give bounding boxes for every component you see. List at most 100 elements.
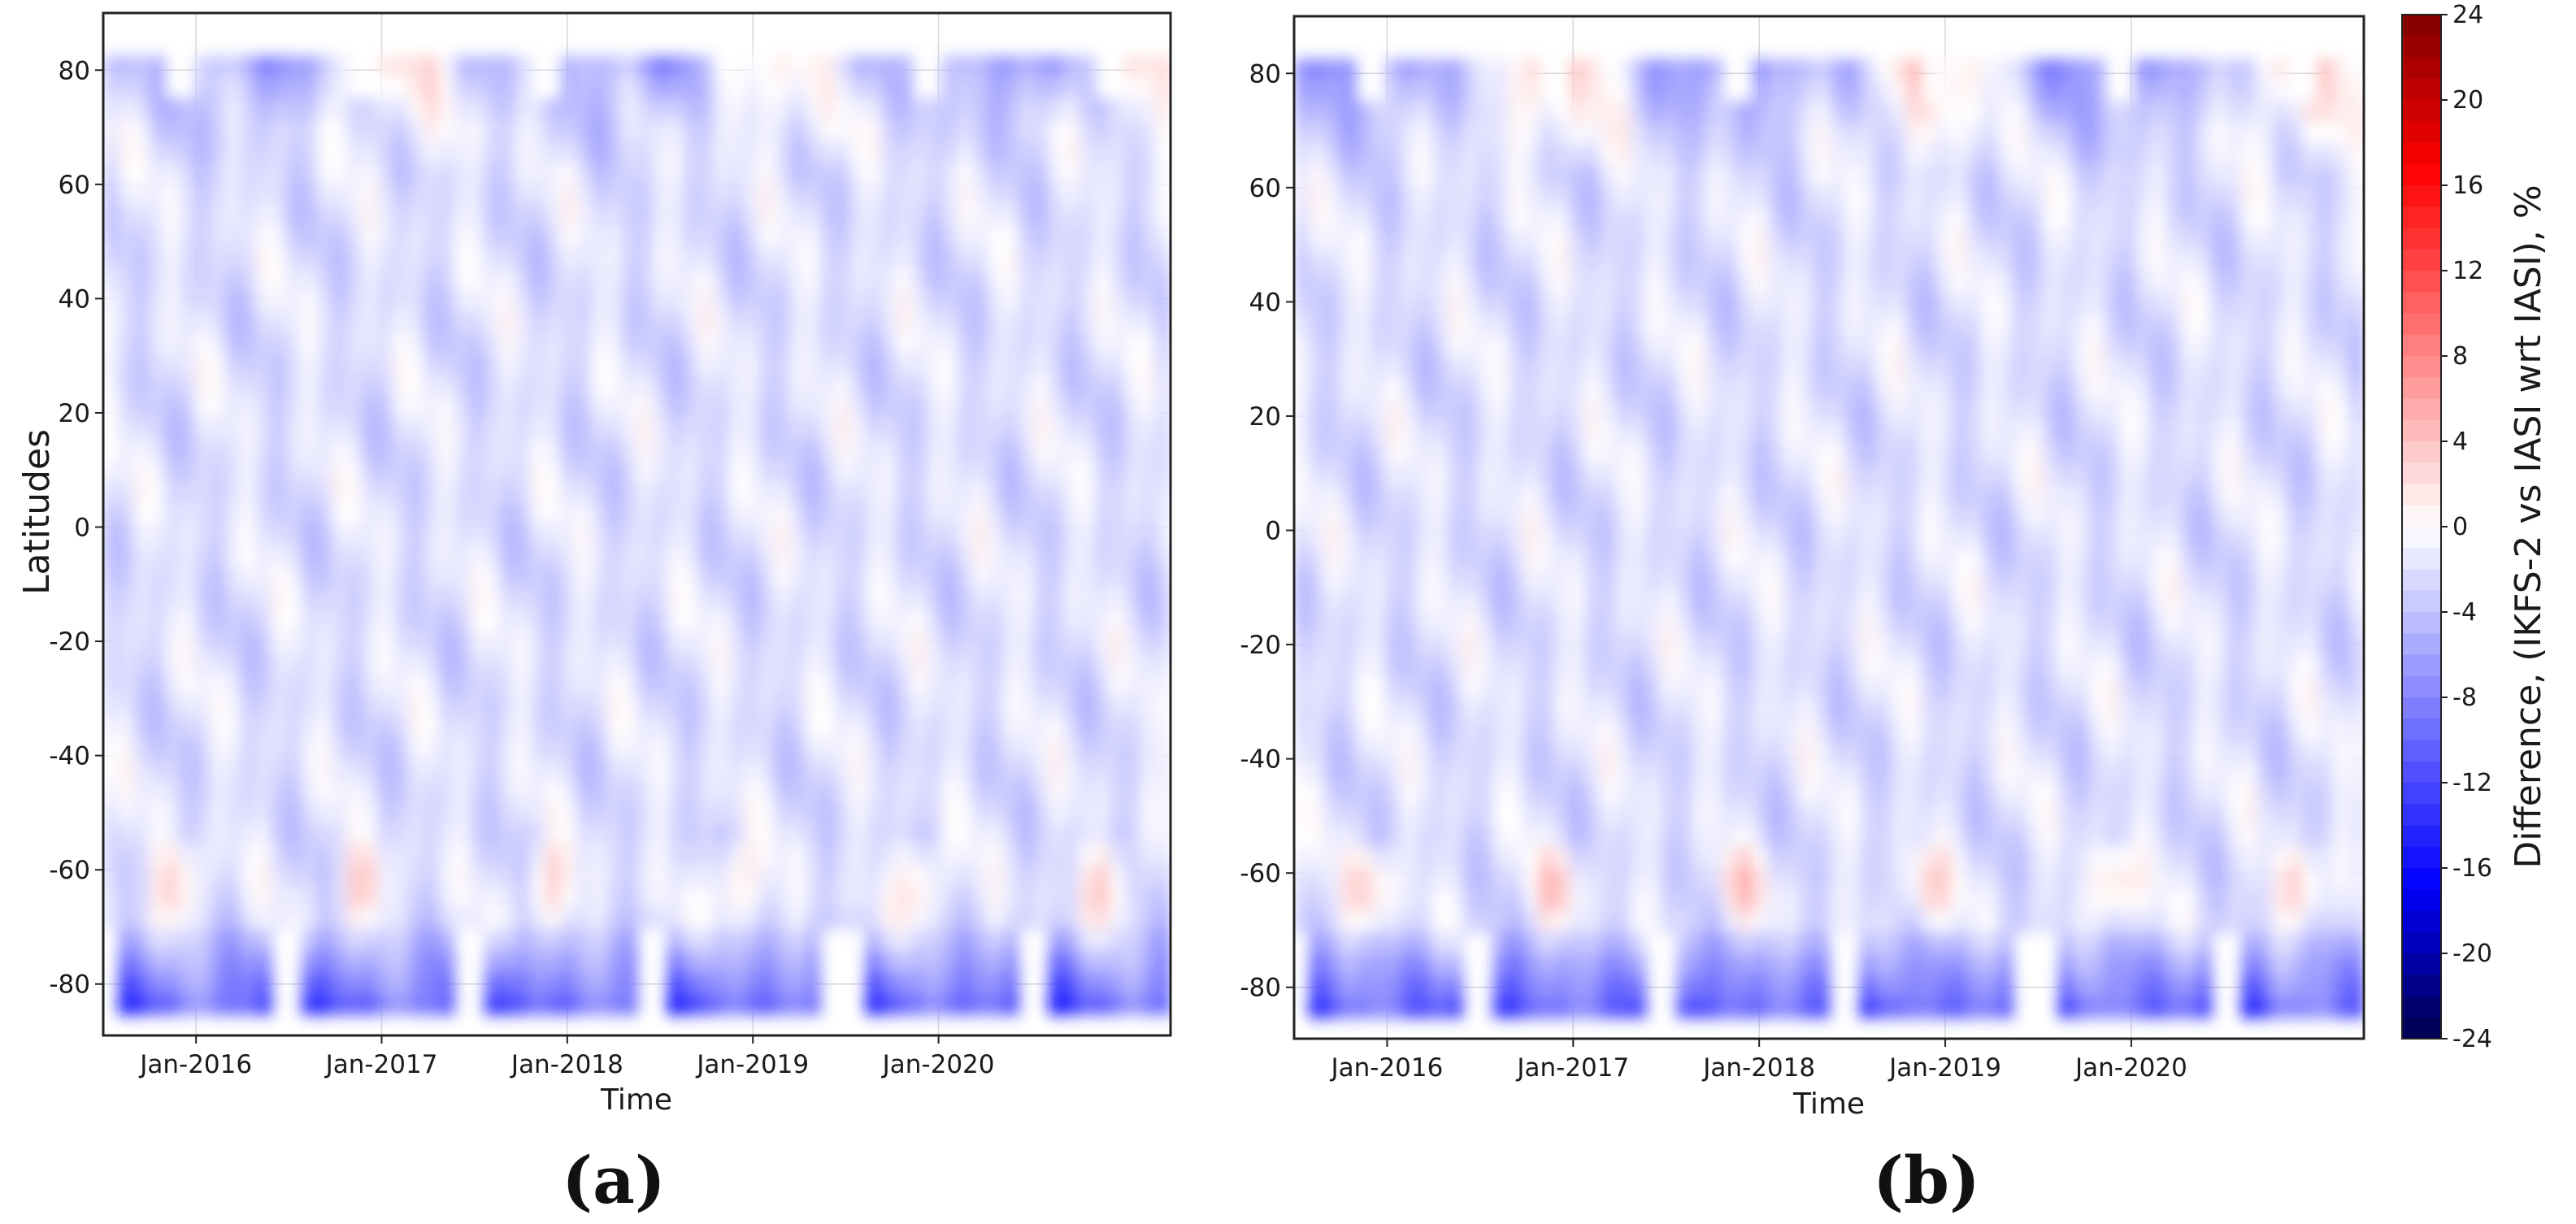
field-cell — [972, 588, 989, 611]
field-cell — [1063, 481, 1080, 505]
field-cell — [1600, 974, 1617, 998]
field-cell — [652, 141, 669, 163]
field-cell — [133, 289, 150, 313]
field-cell — [957, 55, 974, 79]
field-cell — [179, 779, 197, 803]
field-cell — [1063, 247, 1080, 270]
field-cell — [1523, 825, 1540, 849]
field-cell — [758, 715, 775, 739]
field-cell — [1829, 144, 1846, 167]
field-cell — [225, 631, 242, 653]
field-cell — [1783, 612, 1800, 636]
field-cell — [1110, 865, 1127, 888]
field-cell — [164, 929, 181, 952]
field-cell — [1523, 314, 1540, 337]
field-cell — [972, 268, 989, 292]
field-cell — [515, 822, 532, 845]
field-cell — [1691, 123, 1709, 145]
field-cell — [1124, 737, 1141, 760]
field-cell — [103, 886, 120, 909]
field-cell — [1477, 570, 1494, 593]
field-cell — [1814, 974, 1831, 998]
field-cell — [1094, 354, 1111, 376]
field-cell — [865, 631, 883, 653]
field-cell — [1385, 697, 1403, 721]
field-cell — [1905, 655, 1922, 678]
field-cell — [1033, 332, 1050, 355]
field-cell — [1371, 910, 1388, 934]
field-cell — [484, 375, 502, 398]
field-cell — [1033, 55, 1050, 79]
field-cell — [606, 758, 623, 781]
field-cell — [1614, 718, 1632, 742]
field-cell — [1600, 399, 1617, 423]
field-cell — [149, 801, 166, 824]
field-cell — [819, 310, 836, 334]
field-cell — [1798, 484, 1815, 508]
field-cell — [1767, 527, 1785, 550]
field-cell — [225, 971, 242, 995]
field-cell — [1431, 271, 1449, 295]
field-cell — [1416, 80, 1433, 103]
field-cell — [789, 226, 806, 249]
field-cell — [926, 566, 944, 590]
field-cell — [865, 268, 883, 292]
field-cell — [1553, 463, 1570, 487]
field-cell — [347, 886, 364, 909]
field-cell — [225, 566, 242, 590]
field-cell — [1538, 207, 1556, 231]
field-cell — [606, 502, 623, 526]
field-cell — [1523, 740, 1540, 763]
field-cell — [1691, 378, 1709, 401]
field-cell — [149, 950, 166, 973]
field-cell — [316, 779, 333, 803]
field-cell — [636, 566, 654, 590]
field-cell — [865, 310, 883, 334]
field-cell — [1753, 207, 1770, 231]
field-cell — [1385, 570, 1403, 593]
field-cell — [1890, 889, 1907, 913]
field-cell — [1309, 718, 1327, 742]
field-cell — [606, 354, 623, 376]
field-cell — [1600, 932, 1617, 955]
field-cell — [1294, 144, 1311, 167]
field-cell — [1722, 186, 1739, 210]
field-cell — [636, 886, 654, 909]
field-cell — [1002, 183, 1019, 206]
field-cell — [1783, 910, 1800, 934]
field-cell — [1401, 953, 1418, 976]
field-cell — [1874, 271, 1892, 295]
field-cell — [1140, 268, 1157, 292]
field-cell — [743, 226, 761, 249]
field-cell — [469, 865, 486, 888]
field-cell — [133, 354, 150, 376]
field-cell — [1477, 484, 1494, 508]
field-cell — [469, 779, 486, 803]
field-cell — [1569, 314, 1586, 337]
field-cell — [1844, 591, 1861, 614]
field-cell — [118, 758, 136, 781]
field-cell — [286, 673, 303, 697]
field-cell — [225, 183, 242, 206]
field-cell — [1416, 549, 1433, 571]
field-cell — [210, 55, 227, 79]
field-cell — [1538, 442, 1556, 465]
field-cell — [591, 460, 608, 484]
field-cell — [1340, 697, 1357, 721]
field-cell — [423, 98, 441, 121]
field-cell — [560, 226, 577, 249]
field-cell — [1859, 549, 1876, 571]
field-cell — [515, 715, 532, 739]
field-cell — [621, 907, 638, 931]
field-cell — [972, 375, 989, 398]
field-cell — [454, 204, 471, 228]
field-cell — [850, 481, 867, 505]
field-cell — [1447, 783, 1464, 806]
field-cell — [423, 162, 441, 185]
field-cell — [1401, 910, 1418, 934]
field-cell — [1676, 229, 1693, 252]
field-cell — [1309, 825, 1327, 849]
field-cell — [1018, 524, 1035, 547]
field-cell — [1155, 98, 1171, 121]
field-cell — [1523, 484, 1540, 508]
